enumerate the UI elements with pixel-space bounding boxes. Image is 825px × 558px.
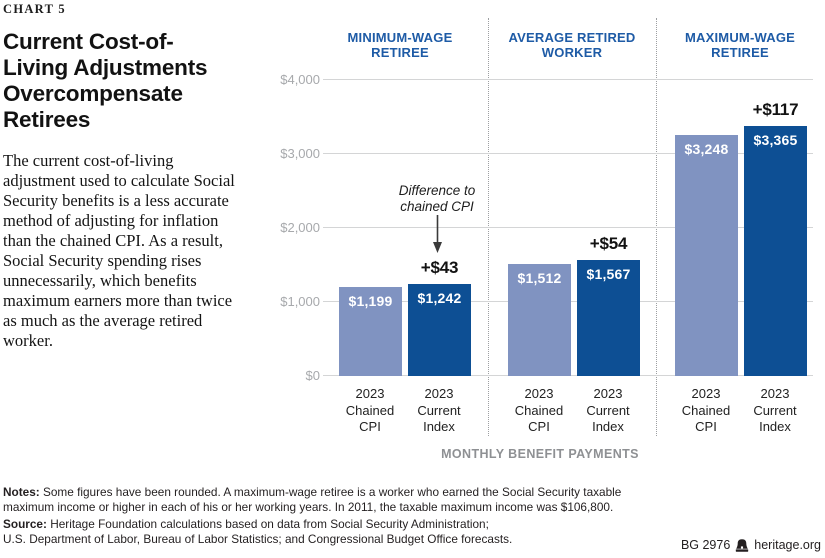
page-title: Current Cost-of- Living Adjustments Over… bbox=[3, 29, 208, 133]
bar-chained-cpi: $3,248 bbox=[675, 134, 738, 376]
gridline bbox=[323, 227, 813, 228]
bar-value-label: $1,242 bbox=[417, 289, 462, 306]
bar-current-index: +$54 $1,567 bbox=[577, 234, 640, 376]
x-axis-tick: 2023 Chained CPI bbox=[681, 386, 731, 435]
x-axis-tick: 2023 Current Index bbox=[417, 386, 461, 435]
bar-current-index: +$43 $1,242 bbox=[408, 258, 471, 376]
group-header-average-worker: AVERAGE RETIRED WORKER bbox=[508, 30, 636, 61]
notes-label: Notes: bbox=[3, 485, 40, 499]
notes-text: Some figures have been rounded. A maximu… bbox=[3, 485, 622, 515]
bar-value-label: $3,248 bbox=[684, 140, 729, 157]
source-label: Source: bbox=[3, 517, 47, 531]
gridline bbox=[323, 153, 813, 154]
document-id: BG 2976 bbox=[680, 538, 731, 552]
plot-area: $1,199 +$43 $1,242 $1,512 +$54 $1,567 bbox=[323, 79, 813, 376]
bar-group-minimum-wage: $1,199 +$43 $1,242 bbox=[339, 258, 471, 376]
arrow-down-icon bbox=[433, 215, 442, 253]
bar-value-label: $1,512 bbox=[517, 269, 562, 286]
bar-value-label: $3,365 bbox=[753, 132, 798, 149]
group-header-maximum-wage: MAXIMUM-WAGE RETIREE bbox=[685, 30, 795, 61]
liberty-bell-icon bbox=[736, 538, 749, 552]
y-axis-tick: $1,000 bbox=[280, 294, 320, 309]
source: Source: Heritage Foundation calculations… bbox=[3, 517, 703, 548]
x-axis-tick: 2023 Chained CPI bbox=[514, 386, 564, 435]
y-axis-tick: $4,000 bbox=[280, 72, 320, 87]
x-axis-tick: 2023 Chained CPI bbox=[345, 386, 395, 435]
y-axis-tick: $2,000 bbox=[280, 220, 320, 235]
chart-intro-column: CHART 5 Current Cost-of- Living Adjustme… bbox=[3, 2, 241, 351]
bar-current-index: +$117 $3,365 bbox=[744, 100, 807, 376]
heritage-org-link[interactable]: heritage.org bbox=[754, 538, 821, 552]
difference-label: +$54 bbox=[589, 233, 628, 253]
bar-chained-cpi: $1,512 bbox=[508, 263, 571, 376]
annotation-difference-to-chained-cpi: Difference to chained CPI bbox=[398, 183, 476, 215]
difference-label: +$43 bbox=[420, 257, 459, 277]
source-text: Heritage Foundation calculations based o… bbox=[3, 517, 513, 547]
notes: Notes: Some figures have been rounded. A… bbox=[3, 485, 703, 516]
bar-chained-cpi: $1,199 bbox=[339, 287, 402, 376]
gridline bbox=[323, 79, 813, 80]
bar-group-maximum-wage: $3,248 +$117 $3,365 bbox=[675, 100, 807, 376]
y-axis-tick: $0 bbox=[305, 368, 320, 383]
chart-number-kicker: CHART 5 bbox=[3, 2, 66, 16]
difference-label: +$117 bbox=[752, 100, 799, 120]
bar-group-average-worker: $1,512 +$54 $1,567 bbox=[508, 234, 640, 376]
x-axis-title: MONTHLY BENEFIT PAYMENTS bbox=[441, 447, 639, 461]
x-axis-tick: 2023 Current Index bbox=[586, 386, 630, 435]
chart-description: The current cost-of-living adjustment us… bbox=[3, 151, 235, 350]
x-axis-tick: 2023 Current Index bbox=[753, 386, 797, 435]
footer-brand: BG 2976 heritage.org bbox=[681, 538, 821, 552]
bar-chart: MINIMUM-WAGE RETIREE AVERAGE RETIRED WOR… bbox=[240, 0, 825, 480]
bar-value-label: $1,199 bbox=[348, 293, 393, 309]
group-header-minimum-wage: MINIMUM-WAGE RETIREE bbox=[347, 30, 453, 61]
bar-value-label: $1,567 bbox=[586, 265, 631, 282]
y-axis-tick: $3,000 bbox=[280, 146, 320, 161]
